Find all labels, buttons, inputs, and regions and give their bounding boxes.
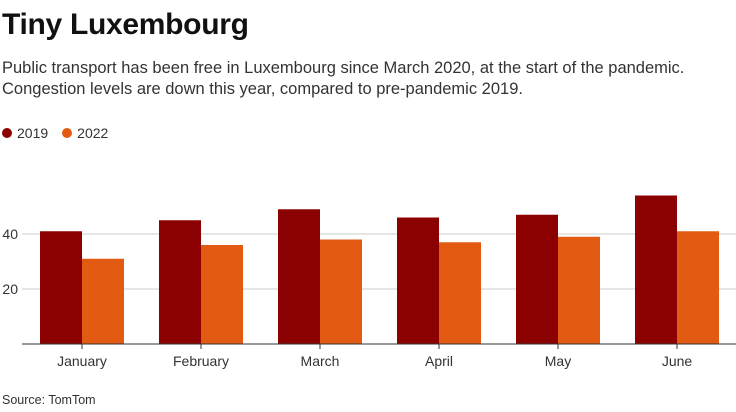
bar-2019-march [278, 209, 320, 344]
bar-2022-january [82, 258, 124, 344]
chart-title: Tiny Luxembourg [2, 8, 249, 41]
legend-item-2019: 2019 [2, 125, 48, 141]
chart-source: Source: TomTom [2, 393, 96, 407]
bar-2022-june [677, 231, 719, 344]
y-tick-label-40: 40 [2, 226, 18, 242]
x-tick-label-may: May [545, 353, 571, 369]
legend-label-2022: 2022 [77, 125, 109, 141]
legend-swatch-2019 [2, 128, 12, 138]
chart-legend: 2019 2022 [2, 125, 122, 141]
x-tick-label-january: January [57, 353, 107, 369]
bar-2022-may [558, 236, 600, 344]
x-tick-label-february: February [173, 353, 229, 369]
bar-2022-february [201, 245, 243, 344]
legend-item-2022: 2022 [62, 125, 108, 141]
y-tick-label-20: 20 [2, 281, 18, 297]
bar-2019-april [397, 217, 439, 344]
bar-2022-march [320, 239, 362, 344]
legend-swatch-2022 [62, 128, 73, 138]
bar-2019-february [159, 220, 201, 344]
bar-2019-june [635, 195, 677, 344]
bar-2019-may [516, 214, 558, 344]
chart-subtitle: Public transport has been free in Luxemb… [2, 59, 685, 98]
x-tick-label-april: April [425, 353, 453, 369]
legend-label-2019: 2019 [17, 125, 49, 141]
x-tick-label-march: March [301, 353, 340, 369]
x-tick-label-june: June [662, 353, 693, 369]
bar-2022-april [439, 242, 481, 344]
bar-2019-january [40, 231, 82, 344]
